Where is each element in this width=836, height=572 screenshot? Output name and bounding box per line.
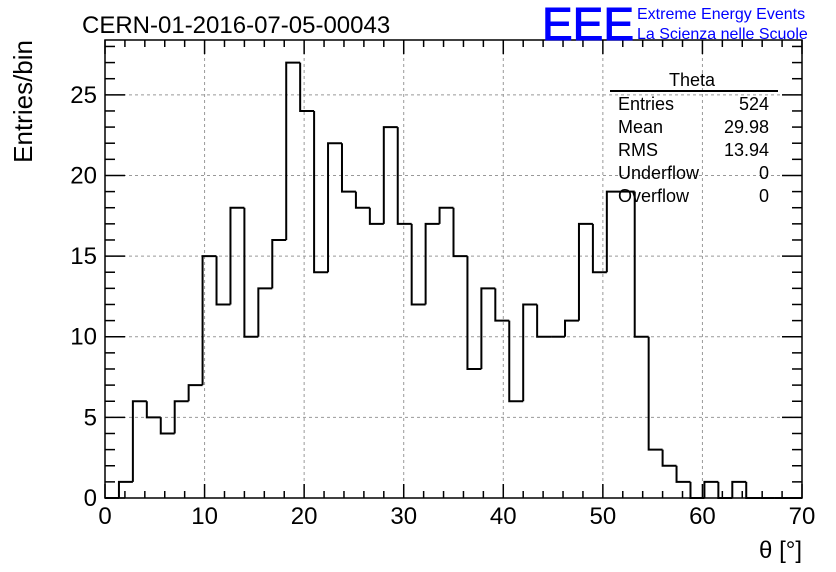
stats-row-label: Mean [618,117,663,137]
histogram-bin [340,143,356,193]
histogram-bin [480,287,496,369]
histogram-bin [382,126,398,224]
histogram-bin [313,110,329,274]
eee-logo: EEE Extreme Energy Events La Scienza nel… [542,0,808,51]
chart-title: CERN-01-2016-07-05-00043 [82,12,390,39]
histogram-bin [354,191,370,209]
project-name-line1: Extreme Energy Events [637,6,805,23]
histogram-bin [271,238,287,289]
histogram-bin [145,401,161,419]
histogram-bin [745,481,761,499]
project-name-line2: La Scienza nelle Scuole [637,26,808,43]
histogram-bin [717,481,733,499]
histogram-bin [229,206,245,305]
x-tick-label: 60 [689,503,716,530]
histogram-bin [466,256,482,370]
grid [105,40,802,498]
x-tick-label: 20 [291,503,318,530]
stats-row-label: Entries [618,94,674,114]
histogram-bin [703,480,719,498]
histogram-bin [452,207,468,258]
histogram-bin [605,190,621,273]
histogram-bin [536,304,552,338]
histogram-bin [438,206,454,224]
stats-row-value: 13.94 [724,140,769,160]
x-tick-label: 10 [191,503,218,530]
histogram-bin [633,191,649,338]
x-tick-label: 70 [789,503,816,530]
x-tick-label: 50 [590,503,617,530]
histogram-bin [647,336,663,451]
eee-logo-text: EEE [542,0,634,50]
histogram-bin [675,465,691,483]
stats-box: Theta Entries 524 Mean 29.98 RMS 13.94 Underfl… [610,70,778,206]
histogram-bin [564,319,579,337]
histogram-bin [494,288,510,322]
x-tick-label: 40 [490,503,517,530]
histogram-bin [410,223,426,306]
histogram-bin [117,480,133,498]
y-tick-label: 25 [70,82,97,109]
histogram-bin [285,61,301,240]
stats-row-label: Underflow [618,163,700,183]
y-tick-label: 5 [84,404,97,431]
y-tick-labels: 0 5 10 15 20 25 [70,82,97,512]
histogram-bin [577,222,593,321]
y-tick-label: 15 [70,243,97,270]
axis-ticks [104,40,803,499]
histogram-bin [131,400,147,482]
stats-rows: Entries 524 Mean 29.98 RMS 13.94 Underflow 0 Ove… [618,94,769,206]
histogram-bin [257,287,273,337]
histogram-bin [201,255,217,386]
histogram-bin [215,256,231,306]
y-axis-label: Entries/bin [8,40,38,163]
x-tick-labels: 0 10 20 30 40 50 60 70 [98,503,815,530]
histogram-bin [591,223,607,274]
plot-frame [104,39,803,499]
histogram-bin [661,449,677,467]
x-axis-label: θ [°] [759,537,802,564]
stats-row-label: RMS [618,140,658,160]
y-tick-label: 20 [70,162,97,189]
x-tick-label: 0 [98,503,111,530]
histogram-bin [522,303,538,402]
histogram-bin [396,127,412,225]
stats-row-value: 29.98 [724,117,769,137]
y-tick-label: 10 [70,324,97,351]
histogram-bin [173,400,189,434]
histogram-bin [368,207,384,225]
stats-row-value: 0 [759,186,769,206]
histogram-bin [424,222,440,305]
stats-box-title: Theta [669,70,716,90]
histogram-bin [327,142,342,273]
histogram-bin [299,62,315,112]
x-tick-label: 30 [390,503,417,530]
histogram-series [105,61,802,499]
y-tick-label: 0 [84,485,97,512]
histogram-bin [187,384,203,402]
stats-row-value: 0 [759,163,769,183]
histogram-bin [508,320,524,403]
stats-row-label: Overflow [618,186,690,206]
histogram-bin [243,207,259,338]
stats-row-value: 524 [739,94,769,114]
histogram-bin [731,480,747,498]
histogram-bin [159,417,175,435]
